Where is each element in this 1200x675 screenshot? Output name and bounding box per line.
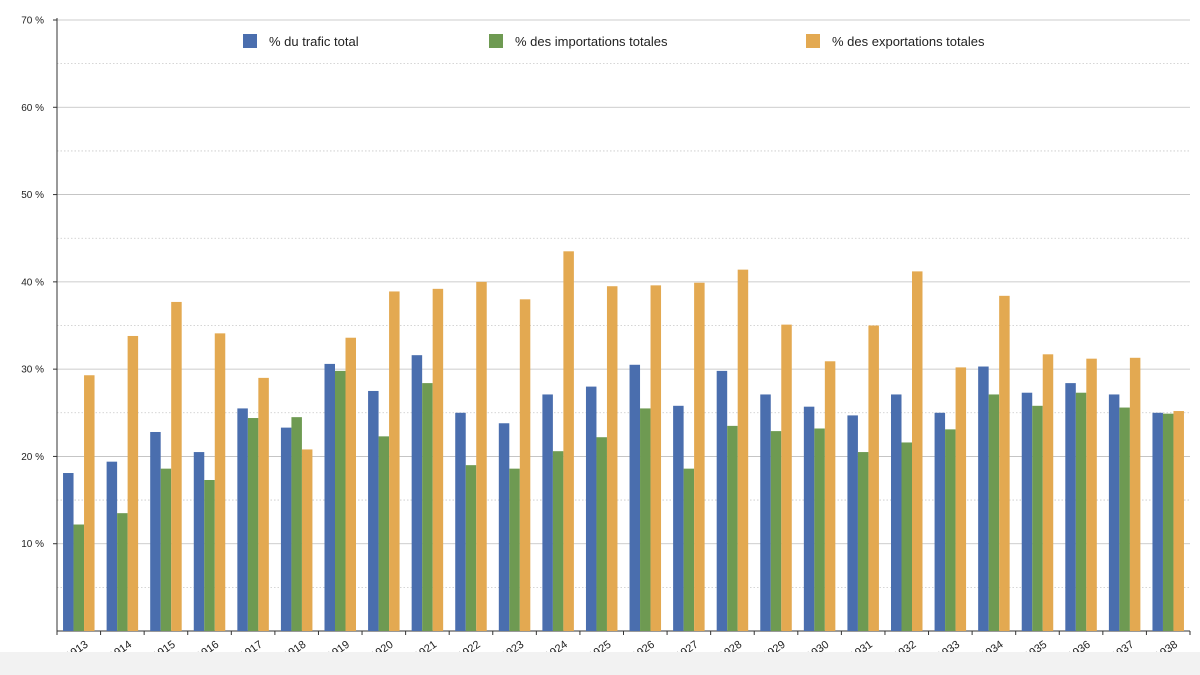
bar <box>106 461 118 631</box>
bar <box>803 406 815 631</box>
bar <box>650 285 662 631</box>
bar <box>84 375 95 631</box>
bar <box>498 423 510 631</box>
bar <box>988 394 1000 631</box>
bar <box>1119 407 1130 631</box>
bar <box>171 301 182 631</box>
bar <box>258 377 269 631</box>
bar <box>1042 354 1054 631</box>
legend-label: % des exportations totales <box>832 34 985 49</box>
bar <box>629 364 641 631</box>
bar <box>585 386 597 631</box>
y-tick-label: 30 % <box>21 365 44 376</box>
bar <box>1021 392 1033 631</box>
bar <box>814 428 825 631</box>
bar <box>945 429 956 631</box>
bar <box>378 436 390 631</box>
bar <box>1065 383 1076 631</box>
bar <box>912 271 923 631</box>
bar <box>455 412 466 631</box>
bar <box>760 394 771 631</box>
bar <box>411 355 423 631</box>
bar <box>280 427 292 631</box>
bar <box>901 442 912 631</box>
bar <box>770 431 782 631</box>
bar <box>214 333 226 631</box>
legend-swatch <box>243 34 257 48</box>
bar <box>368 390 379 631</box>
bar <box>193 452 205 631</box>
bar <box>432 288 444 631</box>
bar <box>955 367 967 631</box>
y-tick-label: 10 % <box>21 539 44 550</box>
legend-label: % du trafic total <box>269 34 359 49</box>
bar <box>509 468 520 631</box>
bar <box>781 324 792 631</box>
bar <box>552 451 564 631</box>
bar <box>857 452 869 631</box>
bottom-band <box>0 652 1200 675</box>
bar <box>1032 405 1043 631</box>
bar <box>606 286 618 631</box>
legend: % du trafic total % des importations tota… <box>243 34 985 49</box>
bar <box>150 431 161 631</box>
y-tick-label: 70 % <box>21 16 44 27</box>
legend-swatch <box>806 34 820 48</box>
bar <box>847 415 858 631</box>
bar <box>891 394 902 631</box>
bar <box>737 269 749 631</box>
bar <box>237 408 248 631</box>
bar <box>389 291 400 631</box>
bar <box>1086 358 1097 631</box>
bar <box>1152 412 1163 631</box>
bar <box>683 468 695 631</box>
bar <box>978 366 989 631</box>
bar <box>716 370 728 631</box>
bar <box>1162 413 1174 631</box>
bar <box>204 479 215 631</box>
bar <box>542 394 553 631</box>
bar <box>1108 394 1120 631</box>
bar <box>1173 411 1184 631</box>
bar <box>422 383 433 631</box>
legend-swatch <box>489 34 503 48</box>
bar <box>934 412 946 631</box>
bar <box>1129 357 1141 631</box>
bar <box>117 513 128 631</box>
bar <box>519 299 531 631</box>
y-tick-label: 20 % <box>21 452 44 463</box>
y-tick-label: 40 % <box>21 277 44 288</box>
bar <box>476 281 487 631</box>
bar <box>73 524 85 631</box>
bar <box>247 418 259 631</box>
bar <box>301 449 313 631</box>
bar <box>127 335 139 631</box>
bar <box>465 465 477 631</box>
bar <box>999 295 1010 631</box>
bar <box>335 370 346 631</box>
bar <box>291 417 302 631</box>
bar <box>160 468 172 631</box>
bar <box>727 425 738 631</box>
bar <box>1075 392 1087 631</box>
y-tick-label: 60 % <box>21 103 44 114</box>
bar <box>596 437 607 631</box>
bar <box>324 363 335 631</box>
bar <box>640 408 651 631</box>
bar <box>824 361 836 631</box>
gridlines <box>57 19 1190 588</box>
bar <box>345 337 356 631</box>
bar <box>63 473 74 631</box>
y-tick-label: 50 % <box>21 190 44 201</box>
legend-label: % des importations totales <box>515 34 668 49</box>
bars <box>63 251 1184 632</box>
bar <box>694 282 705 631</box>
bar <box>868 325 879 631</box>
bar <box>673 405 684 631</box>
bar <box>563 251 574 632</box>
